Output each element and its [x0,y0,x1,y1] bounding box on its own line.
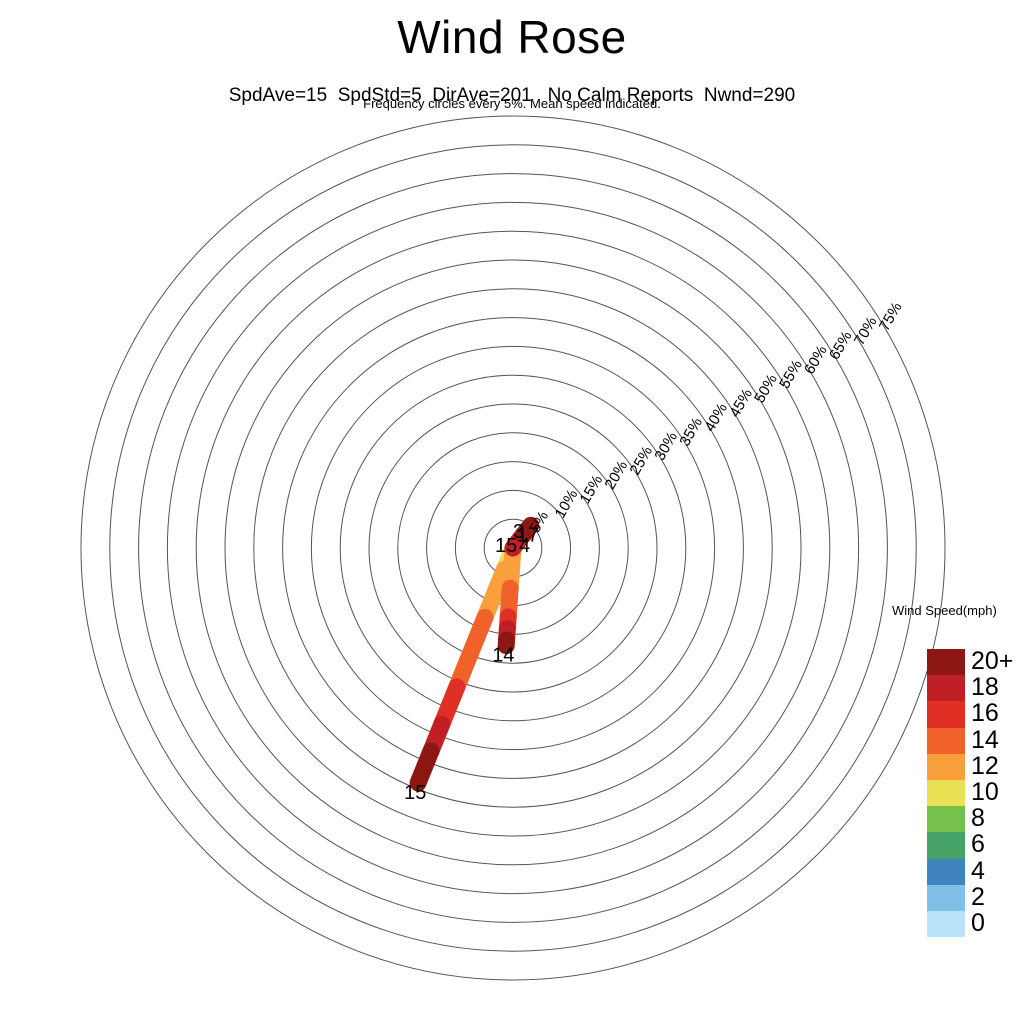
radial-tick-labels: 5%10%15%20%25%30%35%40%45%50%55%60%65%70… [527,299,906,535]
radial-tick-label: 15% [577,472,607,507]
legend-color-swatch [927,649,965,676]
center-value-label: 3 [513,521,524,543]
petal-ne-short [504,516,540,557]
grid-circle [253,288,773,808]
radial-tick-label: 45% [726,386,756,421]
legend-label: 18 [971,673,999,702]
legend-row: 6 [927,831,985,859]
grid-circles [80,115,946,981]
center-value-label: 4 [519,535,530,557]
legend-color-swatch [927,858,965,885]
legend-row: 18 [927,674,999,702]
radial-tick-label: 70% [851,314,881,349]
legend-title: Wind Speed(mph) [892,603,997,618]
legend-color-swatch [927,910,965,938]
page-title: Wind Rose [397,11,627,63]
legend-color-swatch [927,727,965,754]
legend-row: 10 [927,779,999,807]
grid-circle [397,432,629,664]
grid-circle [109,144,917,952]
legend-label: 0 [971,908,985,937]
petal-segment [515,516,540,543]
radial-tick-label: 10% [552,487,582,522]
grid-circle [310,345,716,751]
legend-label: 6 [971,830,985,859]
legend-color-swatch [927,701,965,728]
legend-label: 16 [971,699,999,728]
petal-mean-speed-label: 14 [492,645,514,667]
grid-circle [224,259,802,837]
grid-circle [138,173,888,923]
radial-tick-label: 30% [651,429,681,464]
radial-tick-label: 40% [701,400,731,435]
chart-subtitle: Frequency circles every 5%. Mean speed i… [363,96,661,111]
legend-label: 8 [971,804,985,833]
legend-label: 2 [971,882,985,911]
legend-color-swatch [927,832,965,859]
petal-mean-speed-label: 17 [517,524,539,546]
petals [409,516,540,792]
legend-color-swatch [927,806,965,833]
grid-circle [80,115,946,981]
legend-label: 10 [971,777,999,806]
radial-tick-label: 75% [876,299,906,334]
radial-tick-label: 50% [751,371,781,406]
legend-row: 2 [927,883,985,911]
petal-segment [448,608,494,696]
legend-color-swatch [927,675,965,702]
grid-circle [339,374,687,722]
petal-segment [409,742,440,792]
legend-row: 16 [927,700,999,728]
legend-color-swatch [927,779,965,807]
grid-circle [195,230,831,866]
legend-row: 4 [927,857,985,885]
legend-color-swatch [927,884,965,911]
radial-tick-label: 65% [826,328,856,363]
legend-row: 12 [927,753,999,780]
legend-label: 14 [971,725,999,754]
legend-label: 4 [971,856,985,885]
center-value-label: 15 [495,535,517,557]
legend-label: 12 [971,751,999,780]
legend-row: 0 [927,910,985,938]
legend-color-swatch [927,753,965,780]
petal-mean-speed-label: 15 [404,782,426,804]
wind-speed-legend: 20+ 18 16 14 12 10 8 6 4 2 0 [927,648,1013,938]
legend-row: 20+ [927,648,1013,676]
grid-circle [368,403,658,693]
radial-tick-label: 55% [776,357,806,392]
grid-circle [166,201,860,895]
radial-tick-label: 20% [602,458,632,493]
legend-row: 14 [927,726,999,754]
legend-row: 8 [927,805,985,833]
petal-s-mid [497,539,522,655]
grid-circle [282,317,744,779]
radial-tick-label: 25% [626,443,656,478]
petal-segment [476,560,513,626]
radial-tick-label: 60% [801,343,831,378]
legend-label: 20+ [971,647,1014,675]
radial-tick-label: 35% [676,415,706,450]
summary-stats-line: SpdAve=15 SpdStd=5 DirAve=201 No Calm Re… [228,85,796,106]
